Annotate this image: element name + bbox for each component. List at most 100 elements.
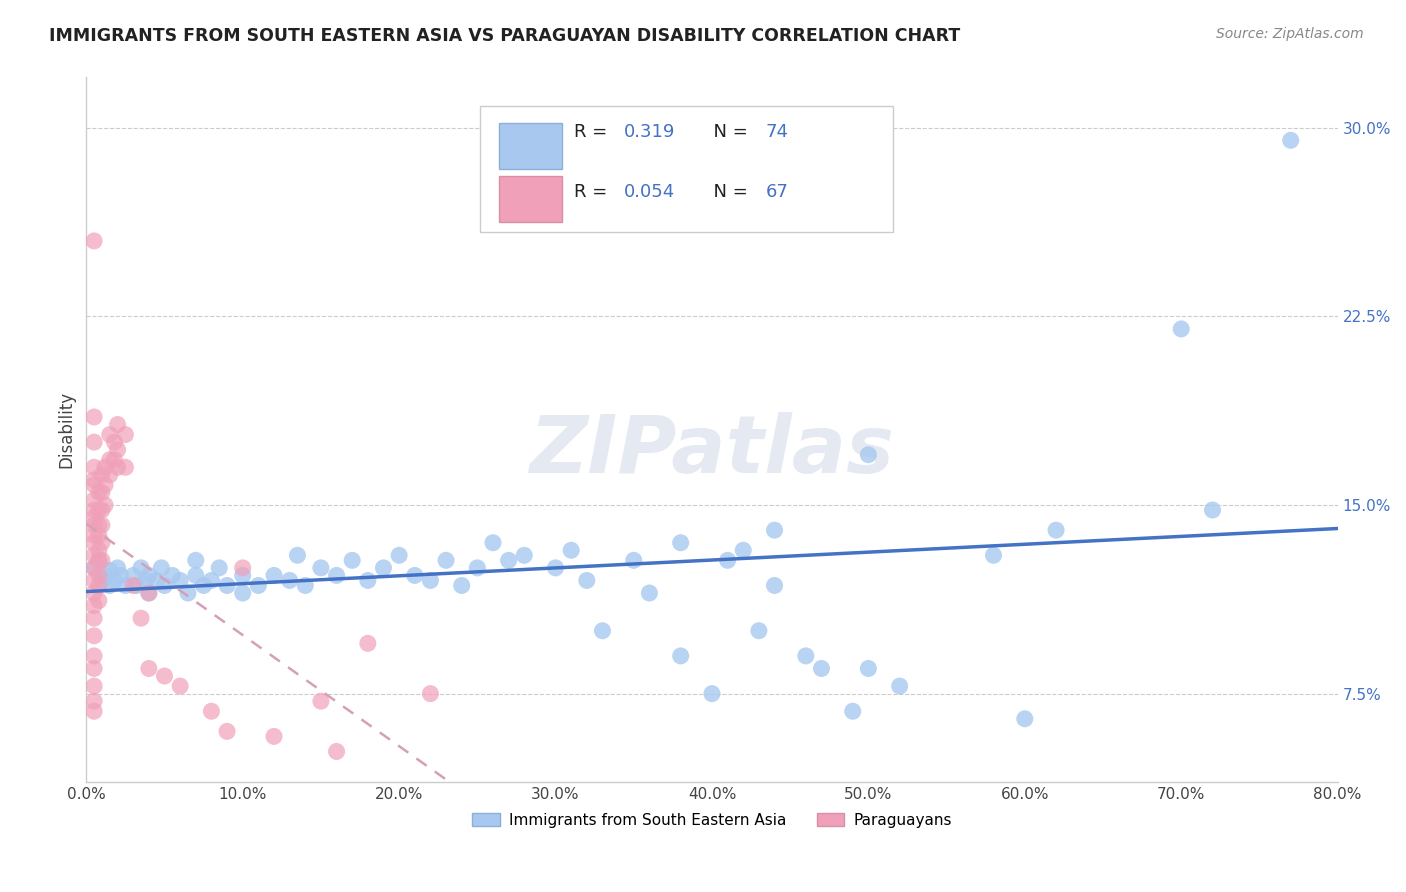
Text: N =: N = (702, 123, 754, 141)
Point (669, 535, 692, 549)
Point (232, 586, 254, 600)
Point (419, 574, 441, 588)
Y-axis label: Disability: Disability (58, 391, 75, 468)
Point (135, 574, 157, 588)
Text: IMMIGRANTS FROM SOUTH EASTERN ASIA VS PARAGUAYAN DISABILITY CORRELATION CHART: IMMIGRANTS FROM SOUTH EASTERN ASIA VS PA… (49, 27, 960, 45)
Point (184, 553, 207, 567)
Point (575, 574, 598, 588)
Point (94, 568, 117, 582)
Point (107, 442, 129, 457)
Point (247, 578, 270, 592)
Point (325, 568, 347, 582)
Point (1201, 503, 1223, 517)
Point (325, 744, 347, 758)
Point (138, 586, 160, 600)
Point (125, 578, 148, 592)
Point (763, 578, 786, 592)
Point (103, 574, 125, 588)
Point (87, 568, 110, 582)
Point (114, 578, 136, 592)
Point (215, 578, 238, 592)
Point (1279, 133, 1302, 147)
Point (388, 549, 411, 563)
Point (129, 611, 152, 625)
Point (98, 427, 121, 442)
Point (1045, 523, 1067, 537)
Point (83, 611, 105, 625)
Point (83, 629, 105, 643)
Point (114, 427, 136, 442)
Point (309, 561, 332, 575)
Point (83, 518, 105, 533)
Point (1014, 712, 1036, 726)
Text: 67: 67 (766, 183, 789, 201)
Point (467, 561, 489, 575)
Text: 0.319: 0.319 (624, 123, 676, 141)
Text: 74: 74 (766, 123, 789, 141)
Point (103, 435, 125, 450)
Point (763, 523, 786, 537)
Point (263, 568, 285, 582)
Point (287, 549, 309, 563)
FancyBboxPatch shape (499, 123, 562, 169)
Point (83, 549, 105, 563)
Point (357, 574, 380, 588)
Point (748, 624, 770, 638)
Point (560, 543, 582, 558)
Point (544, 561, 567, 575)
Point (83, 409, 105, 424)
Point (215, 724, 238, 739)
Point (434, 553, 457, 567)
Point (232, 568, 254, 582)
Point (83, 679, 105, 693)
Text: R =: R = (574, 123, 613, 141)
Point (592, 624, 614, 638)
Point (357, 636, 380, 650)
Point (83, 460, 105, 475)
Point (98, 467, 121, 482)
Point (145, 574, 167, 588)
Point (983, 549, 1005, 563)
Point (90, 553, 112, 567)
Point (98, 452, 121, 467)
Point (150, 561, 173, 575)
Point (200, 574, 222, 588)
Point (294, 578, 316, 592)
Point (122, 578, 145, 592)
Point (733, 543, 755, 558)
Point (90, 518, 112, 533)
Point (107, 417, 129, 432)
Point (373, 561, 395, 575)
Point (94, 498, 117, 512)
Point (669, 648, 692, 663)
Point (107, 561, 129, 575)
Point (278, 574, 301, 588)
Point (208, 561, 231, 575)
Point (87, 543, 110, 558)
Point (138, 661, 160, 675)
Point (90, 535, 112, 549)
Point (83, 503, 105, 517)
Point (83, 535, 105, 549)
Point (858, 448, 880, 462)
Point (340, 553, 363, 567)
Point (83, 694, 105, 708)
Point (309, 694, 332, 708)
Point (129, 561, 152, 575)
Point (90, 485, 112, 500)
Point (232, 561, 254, 575)
Point (858, 661, 880, 675)
Point (889, 679, 911, 693)
Point (94, 478, 117, 492)
Point (200, 704, 222, 718)
Point (169, 679, 191, 693)
Text: R =: R = (574, 183, 613, 201)
Point (83, 561, 105, 575)
Point (1170, 322, 1192, 336)
Point (94, 460, 117, 475)
Point (114, 460, 136, 475)
Text: 0.054: 0.054 (624, 183, 676, 201)
Point (263, 730, 285, 744)
Point (87, 485, 110, 500)
Point (83, 528, 105, 542)
